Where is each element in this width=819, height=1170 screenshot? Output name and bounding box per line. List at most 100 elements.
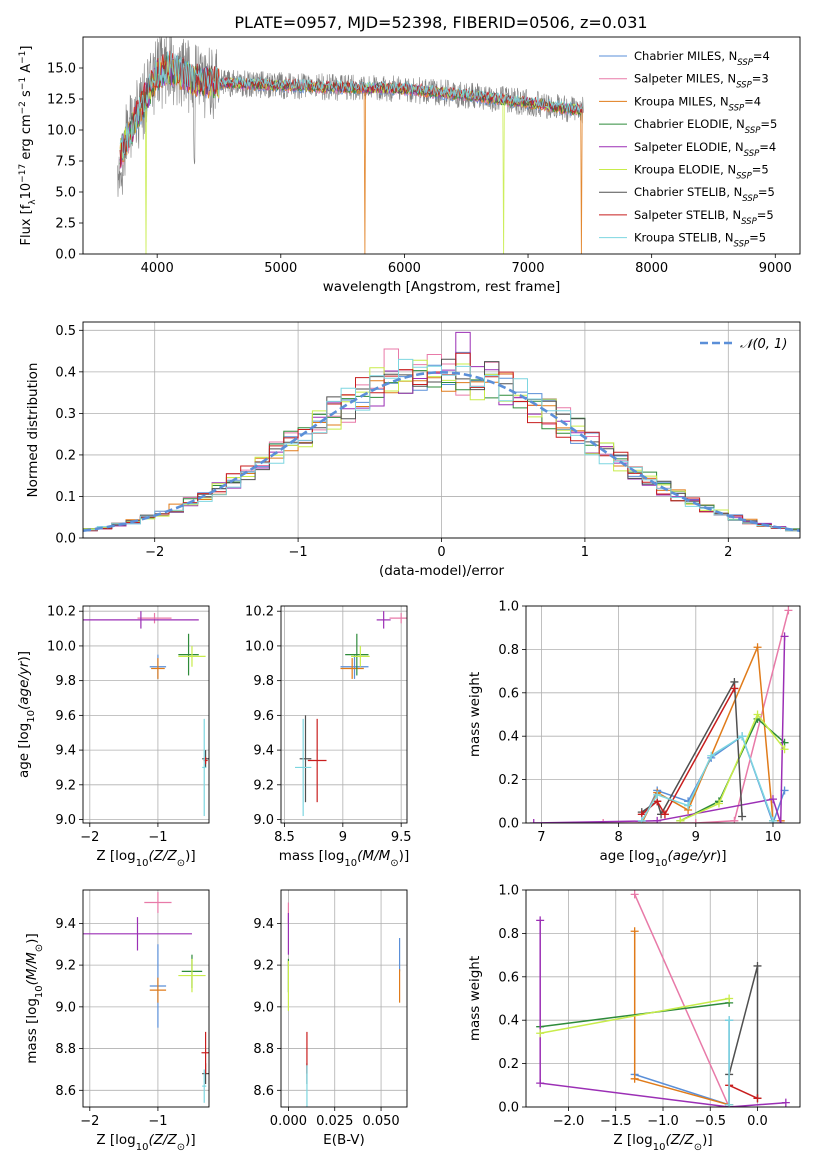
y-tick-label: 9.2 (253, 959, 274, 974)
errorbar-chabrier-miles (340, 654, 369, 679)
y-tick-label: 10.2 (47, 605, 76, 620)
weight-marker (738, 812, 747, 821)
weight-series-salpeter-stelib (725, 1081, 762, 1103)
errorbar-kroupa-stelib (295, 718, 312, 817)
weight-marker (691, 819, 700, 823)
x-axis-label: E(B-V) (323, 1132, 365, 1148)
panel-mass_vs_Z: −2 −1 8.6 8.8 9.0 9.2 9.4 Z [log10(Z/Z⊙)] mass [… (24, 889, 210, 1153)
y-tick-label: 9.2 (253, 778, 274, 793)
weight-marker (753, 1094, 762, 1103)
weight-marker (714, 799, 723, 808)
x-tick-label: −1.5 (600, 1114, 632, 1129)
weight-line (603, 610, 790, 823)
plot-area (117, 37, 584, 254)
errorbar-chabrier-elodie (178, 633, 199, 676)
y-tick-label: 8.8 (55, 1042, 76, 1057)
normal-curve (83, 370, 800, 532)
panel-weight_vs_Z: −2.0 −1.5 −1.0 −0.5 0.0 0.0 0.2 0.4 0.6 0.8 1.0 Z [… (467, 884, 801, 1153)
axes-frame (525, 605, 801, 824)
y-tick-label: 9.2 (55, 959, 76, 974)
x-tick-label: −1 (148, 1114, 167, 1129)
x-axis-label: wavelength [Angstrom, rest frame] (323, 279, 561, 295)
y-tick-label: 0.4 (498, 1014, 519, 1029)
weight-marker (725, 1100, 734, 1107)
weight-marker (725, 1016, 734, 1025)
panel-mass_vs_EBV: 0.000 0.025 0.050 8.6 8.8 9.0 9.2 9.4 E(B-V) (253, 889, 408, 1148)
weight-line (641, 735, 774, 822)
weight-series-chabrier-miles (630, 1016, 734, 1107)
errorbar-salpeter-elodie (83, 611, 199, 629)
x-tick-label: 9.5 (391, 830, 412, 845)
weight-marker (653, 790, 662, 799)
weight-marker (630, 1074, 639, 1083)
errorbar-salpeter-elodie (83, 917, 192, 951)
x-axis-label: Z [log10(Z/Z⊙)] (96, 1132, 195, 1153)
weight-marker (653, 816, 662, 823)
weight-marker (738, 732, 747, 741)
y-tick-label: 9.0 (253, 813, 274, 828)
legend-label-salpeter-stelib: Salpeter STELIB, NSSP=5 (634, 208, 774, 227)
errorbar-salpeter-stelib (201, 1031, 209, 1074)
errorbar-chabrier-elodie (345, 633, 369, 676)
y-tick-label: 8.8 (253, 1042, 274, 1057)
x-tick-label: −2 (80, 1114, 99, 1129)
weight-marker (730, 816, 739, 823)
legend-label-chabrier-miles: Chabrier MILES, NSSP=4 (634, 49, 770, 68)
errorbar-kroupa-miles (151, 658, 165, 679)
errorbar-salpeter-miles (389, 612, 407, 624)
weight-marker (630, 890, 639, 899)
weight-marker (753, 710, 762, 719)
x-axis-label: Z [log10(Z/Z⊙)] (613, 1132, 712, 1153)
x-tick-label: −1 (148, 830, 167, 845)
y-tick-label: 9.6 (55, 709, 76, 724)
y-tick-label: 0.3 (55, 407, 76, 422)
y-tick-label: 9.4 (55, 917, 76, 932)
weight-series-kroupa-stelib (637, 732, 777, 823)
y-tick-label: 10.0 (47, 639, 76, 654)
x-tick-label: 4000 (141, 261, 174, 276)
x-tick-label: 7 (537, 830, 545, 845)
y-tick-label: 0.5 (55, 324, 76, 339)
y-tick-label: 0.8 (498, 643, 519, 658)
y-tick-label: 9.0 (55, 1000, 76, 1015)
observed-spectrum (117, 37, 584, 197)
y-tick-label: 8.6 (55, 1084, 76, 1099)
weight-series-salpeter-miles (599, 606, 793, 823)
histogram-kroupa-elodie (83, 359, 800, 532)
legend-label-chabrier-elodie: Chabrier ELODIE, NSSP=5 (634, 117, 777, 136)
x-tick-label: 8.5 (274, 830, 295, 845)
y-tick-label: 5.0 (55, 186, 76, 201)
errorbar-salpeter-miles (137, 612, 172, 624)
errorbar-kroupa-stelib (202, 1069, 207, 1103)
y-tick-label: 0.6 (498, 970, 519, 985)
y-axis-label: mass [log10(M/M⊙)] (24, 933, 45, 1063)
weight-marker (780, 632, 789, 641)
panel-weight_vs_age: 7 8 9 10 0.0 0.2 0.4 0.6 0.8 1.0 age [log10(age/yr… (467, 600, 801, 869)
weight-marker (730, 684, 739, 693)
x-tick-label: 6000 (388, 261, 421, 276)
weight-marker (536, 916, 545, 925)
legend-label-kroupa-stelib: Kroupa STELIB, NSSP=5 (634, 231, 766, 250)
legend-label-salpeter-miles: Salpeter MILES, NSSP=3 (634, 72, 769, 91)
axes-frame (280, 605, 408, 824)
y-tick-label: 0.8 (498, 927, 519, 942)
errorbar-salpeter-stelib (307, 718, 327, 803)
x-axis-label: age [log10(age/yr)] (599, 848, 726, 869)
plot-area (287, 902, 401, 1107)
x-axis-label: mass [log10(M/M⊙)] (279, 848, 409, 869)
weight-marker (784, 606, 793, 615)
x-tick-label: −2 (80, 830, 99, 845)
y-tick-label: 1.0 (498, 600, 519, 615)
y-axis-label: mass weight (467, 956, 483, 1041)
plot-area (83, 611, 209, 817)
y-tick-label: 7.5 (55, 155, 76, 170)
y-axis-label: age [log10(age/yr)] (16, 651, 37, 778)
y-tick-label: 1.0 (498, 884, 519, 899)
plot-area (529, 606, 793, 823)
y-tick-label: 10.0 (47, 124, 76, 139)
y-tick-label: 9.6 (253, 709, 274, 724)
y-tick-label: 9.4 (253, 744, 274, 759)
x-tick-label: 0 (437, 545, 445, 560)
plot-area (83, 331, 800, 533)
